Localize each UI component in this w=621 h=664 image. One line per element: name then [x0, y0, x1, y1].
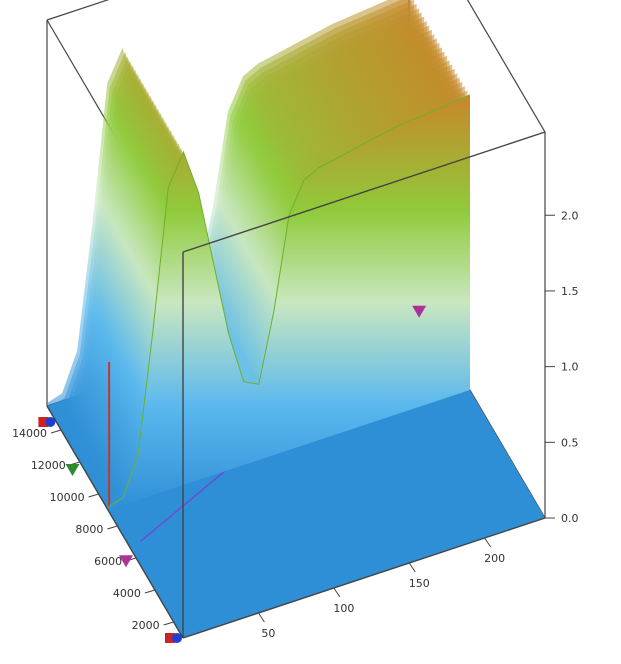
x-tick-label: 100: [333, 602, 354, 615]
y-tick-label: 2000: [132, 619, 160, 632]
marker-triangle: [119, 555, 133, 568]
surface-slice: [108, 94, 470, 511]
box-edge-back: [466, 0, 546, 133]
y-tick-mark: [88, 493, 99, 498]
marker-pin-head: [165, 633, 175, 643]
y-tick-label: 4000: [113, 587, 141, 600]
x-tick-label: 50: [261, 627, 275, 640]
marker-triangle: [65, 464, 80, 476]
y-axis-ticks: 2000 4000 6000 8000 10000 12000 14000: [12, 427, 174, 632]
box-edge-front: [182, 131, 546, 253]
x-axis-ticks: 50 100 150 200: [258, 537, 505, 640]
x-tick-mark: [484, 537, 492, 548]
y-tick-mark: [163, 621, 174, 626]
y-tick-mark: [50, 429, 62, 434]
x-tick-mark: [333, 587, 341, 598]
z-axis-ticks: 0.0 0.5 1.0 1.5 2.0: [545, 209, 579, 525]
surface-front-profile: [107, 94, 471, 508]
x-tick-label: 150: [409, 577, 430, 590]
x-tick-mark: [258, 612, 265, 623]
marker-pin-cap: [172, 633, 182, 643]
marker-pin-head: [38, 417, 49, 427]
box-edge-front: [46, 405, 184, 639]
marker-pin-cap: [45, 417, 56, 427]
x-tick-mark: [408, 562, 416, 573]
axis-markers: [38, 305, 427, 643]
y-tick-label: 12000: [31, 459, 66, 472]
z-tick-label: 2.0: [561, 209, 579, 222]
y-tick-mark: [107, 525, 118, 530]
y-tick-label: 8000: [75, 523, 103, 536]
y-tick-label: 6000: [94, 555, 122, 568]
x-tick-label: 200: [484, 552, 505, 565]
z-tick-label: 0.0: [561, 512, 579, 525]
y-tick-label: 10000: [50, 491, 85, 504]
y-tick-label: 14000: [12, 427, 47, 440]
z-tick-label: 0.5: [561, 436, 579, 449]
surface-ridge: [47, 0, 471, 511]
z-tick-label: 1.0: [561, 361, 579, 374]
z-tick-label: 1.5: [561, 285, 579, 298]
y-tick-mark: [144, 589, 156, 594]
marker-triangle: [412, 305, 427, 318]
